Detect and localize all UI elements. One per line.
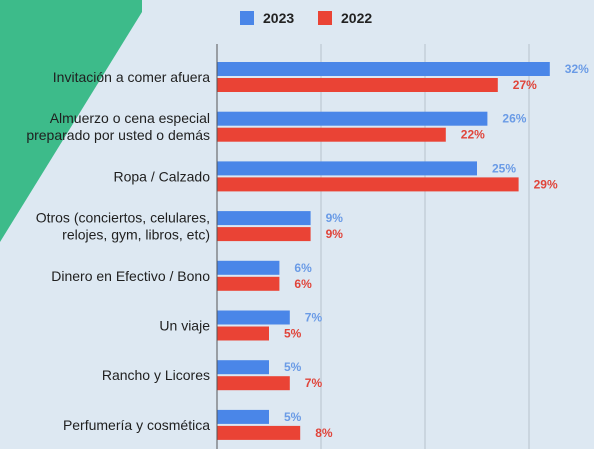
value-label-2023: 26% <box>502 112 526 126</box>
bar-2022 <box>217 376 290 391</box>
value-label-2023: 7% <box>305 311 323 325</box>
value-label-2023: 5% <box>284 360 302 374</box>
bar-2022 <box>217 276 280 291</box>
category-label: Perfumería y cosmética <box>63 417 210 433</box>
value-label-2022: 27% <box>513 78 537 92</box>
category-label: Rancho y Licores <box>102 367 210 383</box>
bar-2023 <box>217 360 269 375</box>
legend-swatch-2023 <box>240 11 254 25</box>
value-label-2023: 9% <box>326 211 344 225</box>
value-label-2023: 32% <box>565 62 589 76</box>
bar-2022 <box>217 127 446 142</box>
legend-label-2023: 2023 <box>263 10 294 26</box>
category-label: Dinero en Efectivo / Bono <box>51 268 210 284</box>
category-label: Invitación a comer afuera <box>53 69 210 85</box>
category-label: Un viaje <box>159 318 210 334</box>
legend-label-2022: 2022 <box>341 10 372 26</box>
bar-2022 <box>217 78 498 92</box>
grid-lines <box>320 44 530 449</box>
category-label: preparado por usted o demás <box>26 127 210 143</box>
value-label-2022: 8% <box>315 426 333 440</box>
bar-2023 <box>217 111 488 126</box>
value-label-2022: 5% <box>284 327 302 341</box>
bar-2022 <box>217 227 311 242</box>
value-label-2022: 29% <box>534 177 558 191</box>
value-labels: 32%27%26%22%25%29%9%9%6%6%7%5%5%7%5%8% <box>284 62 589 440</box>
bar-2023 <box>217 409 269 424</box>
bar-2022 <box>217 177 519 192</box>
value-label-2022: 6% <box>294 277 312 291</box>
category-label: Almuerzo o cena especial <box>50 110 210 126</box>
bar-2023 <box>217 161 477 176</box>
bar-2023 <box>217 260 280 275</box>
category-label: relojes, gym, libros, etc) <box>62 227 210 243</box>
bar-2023 <box>217 310 290 325</box>
green-decoration-shape <box>0 0 142 242</box>
category-label: Otros (conciertos, celulares, <box>36 210 210 226</box>
bar-2022 <box>217 425 301 440</box>
value-label-2023: 5% <box>284 410 302 424</box>
value-label-2023: 25% <box>492 161 516 175</box>
value-label-2022: 7% <box>305 376 323 390</box>
value-label-2022: 9% <box>326 227 344 241</box>
category-labels: Invitación a comer afuera Almuerzo o cena… <box>26 69 210 433</box>
bar-2023 <box>217 62 550 76</box>
bar-2023 <box>217 211 311 226</box>
value-label-2023: 6% <box>294 261 312 275</box>
bar-2022 <box>217 326 269 341</box>
category-label: Ropa / Calzado <box>113 168 210 184</box>
legend: 2023 2022 <box>240 10 372 26</box>
bars <box>217 62 550 440</box>
value-label-2022: 22% <box>461 128 485 142</box>
legend-swatch-2022 <box>318 11 332 25</box>
